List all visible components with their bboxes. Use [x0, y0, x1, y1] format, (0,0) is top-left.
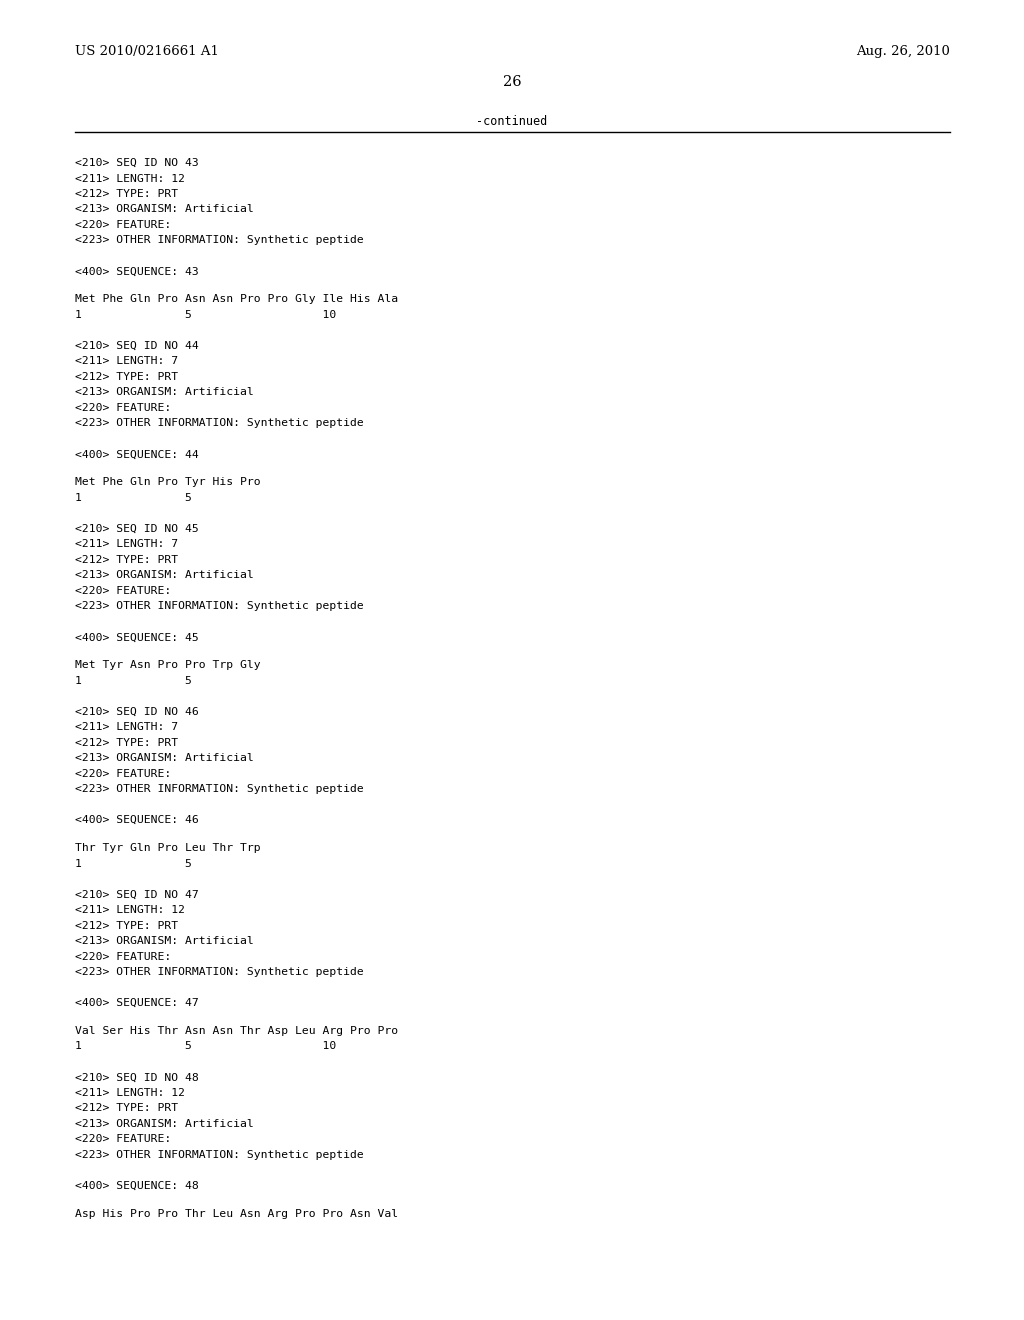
Text: 1               5: 1 5 [75, 676, 191, 685]
Text: <400> SEQUENCE: 43: <400> SEQUENCE: 43 [75, 267, 199, 276]
Text: <213> ORGANISM: Artificial: <213> ORGANISM: Artificial [75, 1119, 254, 1129]
Text: Met Tyr Asn Pro Pro Trp Gly: Met Tyr Asn Pro Pro Trp Gly [75, 660, 261, 671]
Text: <220> FEATURE:: <220> FEATURE: [75, 952, 171, 961]
Text: Met Phe Gln Pro Asn Asn Pro Pro Gly Ile His Ala: Met Phe Gln Pro Asn Asn Pro Pro Gly Ile … [75, 294, 398, 305]
Text: 1               5: 1 5 [75, 492, 191, 503]
Text: <223> OTHER INFORMATION: Synthetic peptide: <223> OTHER INFORMATION: Synthetic pepti… [75, 602, 364, 611]
Text: Aug. 26, 2010: Aug. 26, 2010 [856, 45, 950, 58]
Text: <220> FEATURE:: <220> FEATURE: [75, 220, 171, 230]
Text: <210> SEQ ID NO 46: <210> SEQ ID NO 46 [75, 706, 199, 717]
Text: <211> LENGTH: 12: <211> LENGTH: 12 [75, 906, 185, 915]
Text: <212> TYPE: PRT: <212> TYPE: PRT [75, 920, 178, 931]
Text: <211> LENGTH: 7: <211> LENGTH: 7 [75, 540, 178, 549]
Text: <223> OTHER INFORMATION: Synthetic peptide: <223> OTHER INFORMATION: Synthetic pepti… [75, 418, 364, 429]
Text: <212> TYPE: PRT: <212> TYPE: PRT [75, 189, 178, 199]
Text: <223> OTHER INFORMATION: Synthetic peptide: <223> OTHER INFORMATION: Synthetic pepti… [75, 235, 364, 246]
Text: <210> SEQ ID NO 48: <210> SEQ ID NO 48 [75, 1072, 199, 1082]
Text: <213> ORGANISM: Artificial: <213> ORGANISM: Artificial [75, 205, 254, 214]
Text: <211> LENGTH: 12: <211> LENGTH: 12 [75, 173, 185, 183]
Text: <213> ORGANISM: Artificial: <213> ORGANISM: Artificial [75, 754, 254, 763]
Text: <400> SEQUENCE: 46: <400> SEQUENCE: 46 [75, 816, 199, 825]
Text: 26: 26 [503, 75, 521, 88]
Text: <220> FEATURE:: <220> FEATURE: [75, 586, 171, 595]
Text: 1               5: 1 5 [75, 858, 191, 869]
Text: -continued: -continued [476, 115, 548, 128]
Text: <211> LENGTH: 7: <211> LENGTH: 7 [75, 356, 178, 367]
Text: <213> ORGANISM: Artificial: <213> ORGANISM: Artificial [75, 936, 254, 946]
Text: <223> OTHER INFORMATION: Synthetic peptide: <223> OTHER INFORMATION: Synthetic pepti… [75, 1150, 364, 1160]
Text: <220> FEATURE:: <220> FEATURE: [75, 768, 171, 779]
Text: <213> ORGANISM: Artificial: <213> ORGANISM: Artificial [75, 570, 254, 581]
Text: <211> LENGTH: 12: <211> LENGTH: 12 [75, 1088, 185, 1098]
Text: 1               5                   10: 1 5 10 [75, 1041, 336, 1052]
Text: <211> LENGTH: 7: <211> LENGTH: 7 [75, 722, 178, 733]
Text: 1               5                   10: 1 5 10 [75, 310, 336, 319]
Text: <212> TYPE: PRT: <212> TYPE: PRT [75, 738, 178, 747]
Text: US 2010/0216661 A1: US 2010/0216661 A1 [75, 45, 219, 58]
Text: <210> SEQ ID NO 43: <210> SEQ ID NO 43 [75, 158, 199, 168]
Text: Val Ser His Thr Asn Asn Thr Asp Leu Arg Pro Pro: Val Ser His Thr Asn Asn Thr Asp Leu Arg … [75, 1026, 398, 1036]
Text: <220> FEATURE:: <220> FEATURE: [75, 1134, 171, 1144]
Text: <210> SEQ ID NO 45: <210> SEQ ID NO 45 [75, 524, 199, 533]
Text: <212> TYPE: PRT: <212> TYPE: PRT [75, 372, 178, 381]
Text: <400> SEQUENCE: 45: <400> SEQUENCE: 45 [75, 632, 199, 643]
Text: Thr Tyr Gln Pro Leu Thr Trp: Thr Tyr Gln Pro Leu Thr Trp [75, 843, 261, 853]
Text: Met Phe Gln Pro Tyr His Pro: Met Phe Gln Pro Tyr His Pro [75, 478, 261, 487]
Text: <212> TYPE: PRT: <212> TYPE: PRT [75, 554, 178, 565]
Text: <212> TYPE: PRT: <212> TYPE: PRT [75, 1104, 178, 1114]
Text: <213> ORGANISM: Artificial: <213> ORGANISM: Artificial [75, 387, 254, 397]
Text: <400> SEQUENCE: 47: <400> SEQUENCE: 47 [75, 998, 199, 1008]
Text: <400> SEQUENCE: 48: <400> SEQUENCE: 48 [75, 1181, 199, 1191]
Text: <223> OTHER INFORMATION: Synthetic peptide: <223> OTHER INFORMATION: Synthetic pepti… [75, 784, 364, 795]
Text: <220> FEATURE:: <220> FEATURE: [75, 403, 171, 413]
Text: <400> SEQUENCE: 44: <400> SEQUENCE: 44 [75, 449, 199, 459]
Text: <210> SEQ ID NO 47: <210> SEQ ID NO 47 [75, 890, 199, 900]
Text: <210> SEQ ID NO 44: <210> SEQ ID NO 44 [75, 341, 199, 351]
Text: <223> OTHER INFORMATION: Synthetic peptide: <223> OTHER INFORMATION: Synthetic pepti… [75, 968, 364, 977]
Text: Asp His Pro Pro Thr Leu Asn Arg Pro Pro Asn Val: Asp His Pro Pro Thr Leu Asn Arg Pro Pro … [75, 1209, 398, 1218]
